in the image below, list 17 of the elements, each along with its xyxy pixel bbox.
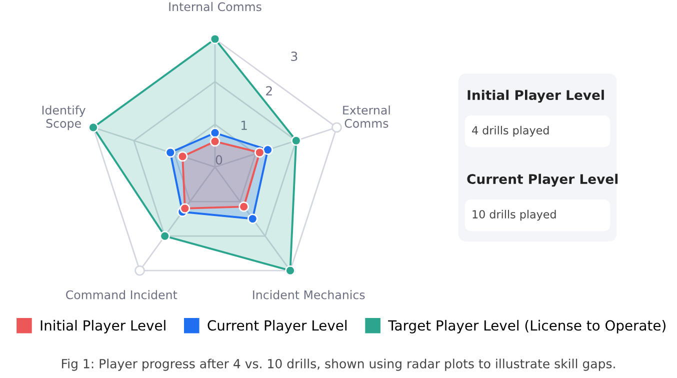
spoke-label: Identify Scope — [42, 105, 86, 130]
text: Current Player Level — [467, 174, 618, 187]
text: Initial Player Level — [468, 90, 604, 103]
legend-label: Target Player Level (License to Operate) — [388, 320, 666, 334]
spoke-label: Incident Mechanics — [253, 290, 365, 300]
text: 4 drills played — [472, 126, 549, 137]
spoke-label: External Comms — [343, 105, 390, 128]
spoke-label: Internal Comms — [169, 2, 262, 12]
y-tick-label: 1 — [241, 120, 247, 130]
y-tick-label: 3 — [291, 52, 298, 62]
legend-label: Current Player Level — [208, 320, 346, 334]
y-tick-label: 0 — [216, 155, 222, 165]
caption: Fig 1: Player progress after 4 vs. 10 drills, shown using radar plots to illustrate skill gaps. — [62, 358, 615, 371]
legend-label: Initial Player Level — [40, 320, 166, 334]
y-tick-label: 2 — [266, 86, 272, 96]
spoke-label: Command Incident — [66, 290, 178, 300]
text: 10 drills played — [472, 210, 556, 221]
